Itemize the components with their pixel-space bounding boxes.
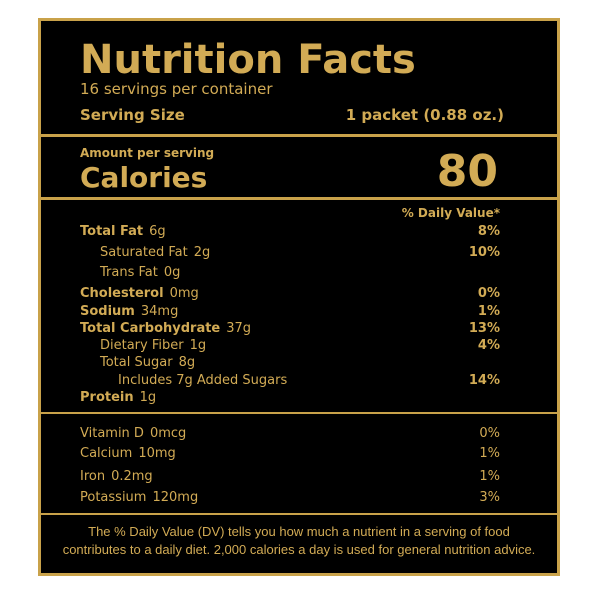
daily-value: 1% (479, 469, 500, 484)
dv-header: % Daily Value* (401, 206, 500, 220)
rule (41, 513, 557, 515)
nutrient-amount: 1g (189, 338, 207, 353)
footnote-line: contributes to a daily diet. 2,000 calor… (62, 542, 536, 557)
serving-size: 1 packet (0.88 oz.) (345, 106, 504, 124)
nutrient-name: Potassium (80, 490, 147, 505)
nutrient-name: Total Sugar (100, 355, 173, 370)
nutrient-amount: 0mcg (149, 426, 187, 441)
nutrient-name: Cholesterol (80, 286, 164, 301)
daily-value: 3% (479, 490, 500, 505)
servings: 16 servings per container (80, 80, 273, 98)
nutrient-amount: 0g (163, 265, 181, 280)
daily-value: 1% (477, 304, 500, 319)
nutrient-name: Total Carbohydrate (80, 321, 221, 336)
nutrient-name: Calcium (80, 446, 133, 461)
nutrient-amount: 2g (193, 245, 211, 260)
nutrient-amount: 1g (139, 390, 157, 405)
footnote-line: The % Daily Value (DV) tells you how muc… (88, 524, 510, 539)
rule (41, 412, 557, 414)
calories-label: Calories (80, 161, 208, 194)
nutrient-name: Vitamin D (80, 426, 144, 441)
daily-value: 0% (479, 426, 500, 441)
nutrient-amount: 0mg (169, 286, 199, 301)
nutrient-name: Sodium (80, 304, 135, 319)
nutrient-amount: 8g (178, 355, 196, 370)
rule (41, 134, 557, 137)
title: Nutrition Facts (80, 37, 416, 83)
nutrient-name: Protein (80, 390, 134, 405)
nutrient-amount: 10mg (138, 446, 176, 461)
nutrient-name: Dietary Fiber (100, 338, 184, 353)
label-panel (38, 18, 560, 576)
daily-value: 1% (479, 446, 500, 461)
amount-label: Amount per serving (80, 146, 215, 160)
nutrient-amount: 0.2mg (111, 469, 153, 484)
rule (41, 197, 557, 200)
daily-value: 10% (468, 245, 500, 260)
daily-value: 8% (477, 224, 500, 239)
nutrient-name: Saturated Fat (100, 245, 188, 260)
serving-size-label: Serving Size (80, 106, 185, 124)
nutrient-name: Total Fat (80, 224, 144, 239)
daily-value: 14% (468, 373, 500, 388)
daily-value: 0% (477, 286, 500, 301)
nutrient-amount: 34mg (140, 304, 179, 319)
nutrient-amount: 120mg (152, 490, 199, 505)
nutrient-name: Includes 7g Added Sugars (118, 373, 288, 388)
nutrient-name: Iron (80, 469, 106, 484)
daily-value: 4% (477, 338, 500, 353)
calories-value: 80 (436, 146, 498, 197)
nutrient-amount: 6g (149, 224, 166, 239)
daily-value: 13% (468, 321, 500, 336)
nutrient-name: Trans Fat (100, 265, 158, 280)
nutrient-amount: 37g (226, 321, 252, 336)
